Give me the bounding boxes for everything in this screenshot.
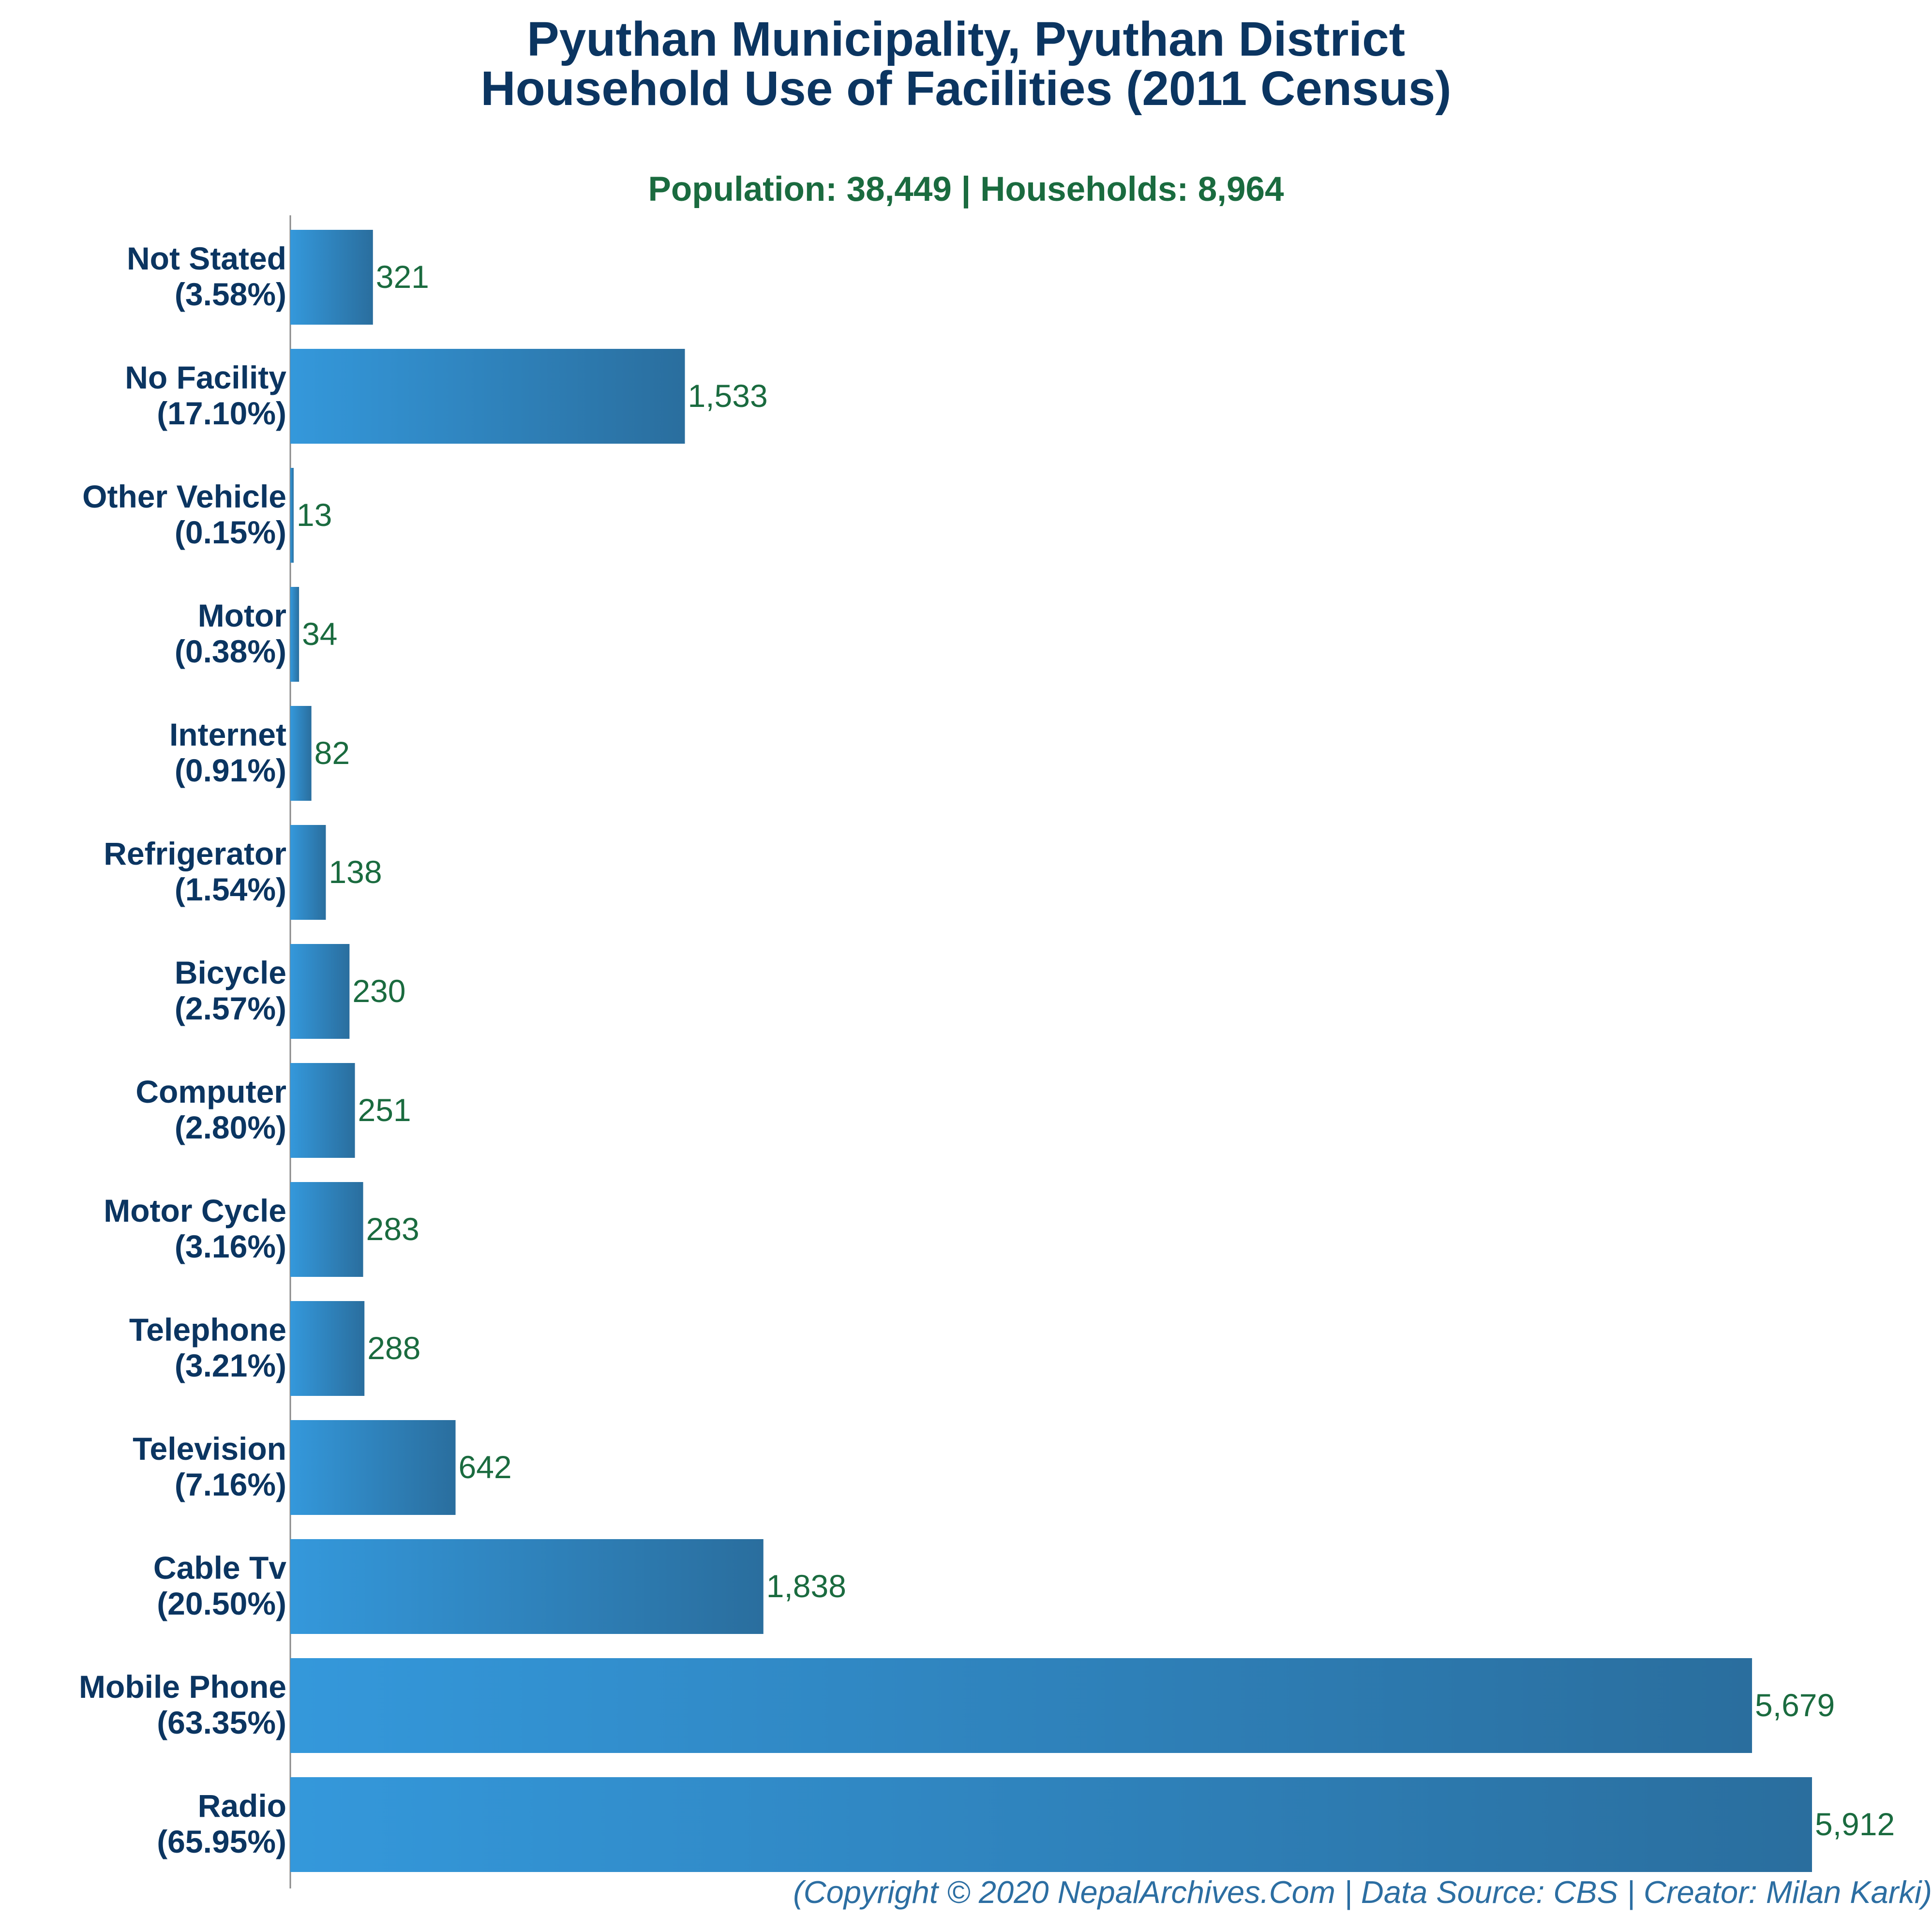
- value-label: 138: [329, 854, 382, 890]
- value-label: 251: [358, 1092, 411, 1128]
- value-label: 642: [459, 1449, 512, 1485]
- category-name: Not Stated: [127, 240, 286, 276]
- footer-credit: (Copyright © 2020 NepalArchives.Com | Da…: [793, 1874, 1932, 1910]
- value-label: 1,838: [766, 1568, 846, 1604]
- title-line-1: Pyuthan Municipality, Pyuthan District: [526, 12, 1406, 66]
- category-label: Telephone (3.21%): [129, 1312, 286, 1383]
- category-label: No Facility (17.10%): [125, 359, 286, 431]
- category-percent: (17.10%): [157, 395, 286, 431]
- bar-radio: [290, 1777, 1812, 1872]
- category-label: Motor (0.38%): [175, 598, 286, 669]
- bar-other-vehicle: [290, 468, 294, 563]
- category-label: Mobile Phone (63.35%): [79, 1669, 286, 1740]
- bar-no-facility: [290, 349, 685, 444]
- bar-telephone: [290, 1301, 365, 1396]
- bar-motor-cycle: [290, 1182, 363, 1277]
- category-name: Bicycle: [175, 955, 286, 990]
- title-line-2: Household Use of Facilities (2011 Census…: [480, 61, 1452, 116]
- category-name: Motor: [198, 598, 286, 633]
- category-percent: (20.50%): [157, 1586, 286, 1621]
- category-name: Refrigerator: [104, 836, 286, 871]
- category-name: Computer: [135, 1074, 286, 1109]
- value-label: 321: [376, 259, 429, 295]
- category-label: Other Vehicle (0.15%): [82, 479, 286, 550]
- category-percent: (2.80%): [175, 1109, 286, 1145]
- bar-internet: [290, 706, 312, 801]
- category-label: Not Stated (3.58%): [127, 240, 286, 312]
- category-label: Computer (2.80%): [135, 1074, 286, 1145]
- value-label: 283: [366, 1211, 419, 1247]
- bar-bicycle: [290, 944, 350, 1039]
- category-name: Cable Tv: [153, 1550, 286, 1586]
- bar-mobile-phone: [290, 1658, 1752, 1753]
- category-label: Television (7.16%): [133, 1431, 286, 1502]
- chart-subtitle: Population: 38,449 | Households: 8,964: [648, 170, 1284, 209]
- category-percent: (0.91%): [175, 752, 286, 788]
- category-percent: (3.16%): [175, 1228, 286, 1264]
- category-name: Motor Cycle: [104, 1193, 286, 1228]
- category-name: Telephone: [129, 1312, 286, 1348]
- category-label: Internet (0.91%): [169, 717, 286, 788]
- category-percent: (2.57%): [175, 990, 286, 1026]
- chart-title: Pyuthan Municipality, Pyuthan District H…: [0, 15, 1932, 113]
- value-label: 288: [367, 1330, 420, 1366]
- category-name: Television: [133, 1431, 286, 1467]
- value-label: 13: [297, 497, 332, 533]
- category-name: Other Vehicle: [82, 479, 286, 514]
- category-percent: (65.95%): [157, 1824, 286, 1859]
- value-label: 82: [315, 735, 350, 771]
- value-label: 1,533: [688, 378, 768, 414]
- bar-not-stated: [290, 230, 373, 325]
- category-name: Radio: [198, 1788, 286, 1824]
- category-percent: (63.35%): [157, 1705, 286, 1740]
- category-percent: (0.38%): [175, 633, 286, 669]
- bar-television: [290, 1420, 456, 1515]
- value-label: 34: [302, 616, 337, 652]
- category-name: Mobile Phone: [79, 1669, 286, 1705]
- category-percent: (3.21%): [175, 1348, 286, 1383]
- category-label: Cable Tv (20.50%): [153, 1550, 286, 1621]
- value-label: 230: [352, 973, 405, 1009]
- category-label: Bicycle (2.57%): [175, 955, 286, 1026]
- bar-refrigerator: [290, 825, 326, 920]
- value-label: 5,679: [1755, 1687, 1835, 1723]
- category-percent: (1.54%): [175, 871, 286, 907]
- category-percent: (3.58%): [175, 276, 286, 312]
- bars-group: 321 Not Stated (3.58%) 1,533 No Facility (17.…: [79, 230, 1895, 1872]
- category-label: Refrigerator (1.54%): [104, 836, 286, 907]
- category-label: Radio (65.95%): [157, 1788, 286, 1859]
- category-label: Motor Cycle (3.16%): [104, 1193, 286, 1264]
- category-name: Internet: [169, 717, 286, 752]
- bar-computer: [290, 1063, 355, 1158]
- value-label: 5,912: [1815, 1806, 1895, 1842]
- category-percent: (7.16%): [175, 1467, 286, 1502]
- bar-motor: [290, 587, 300, 682]
- bar-cable-tv: [290, 1539, 764, 1634]
- category-name: No Facility: [125, 359, 286, 395]
- category-percent: (0.15%): [175, 514, 286, 550]
